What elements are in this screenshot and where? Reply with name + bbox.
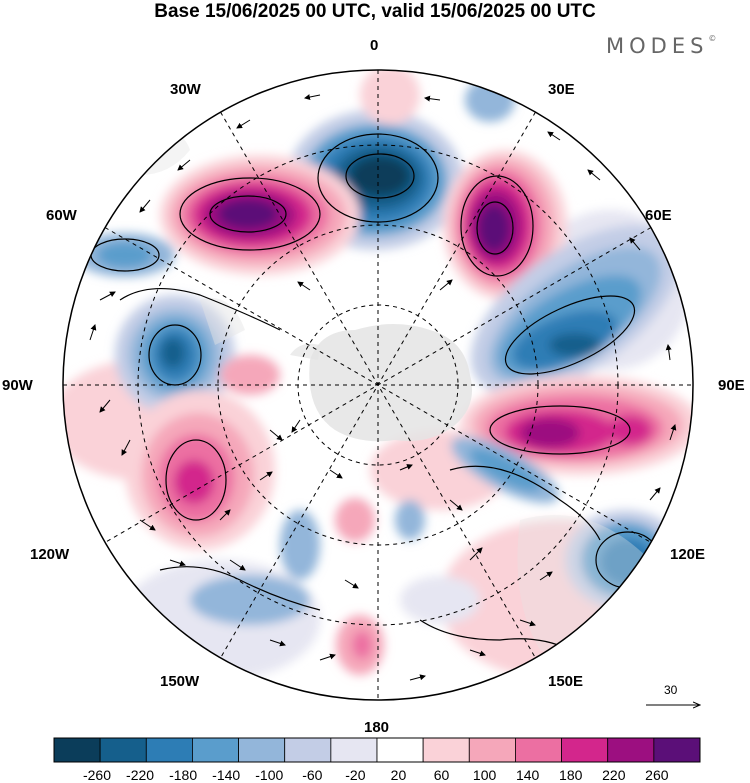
colorbar-cell <box>422 737 470 763</box>
colorbar-tick-label: -260 <box>82 767 112 783</box>
map-boundary <box>62 69 694 701</box>
brand-mark: © <box>708 34 717 43</box>
colorbar-tick-label: 180 <box>559 767 583 783</box>
vector-scale-label: 30 <box>664 683 678 697</box>
graticule <box>63 70 693 700</box>
brand-text: MODES <box>606 34 709 58</box>
colorbar-cell <box>53 737 101 763</box>
colorbar-cell <box>468 737 516 763</box>
colorbar-cell <box>376 737 424 763</box>
modes-logo: MODES© <box>606 34 716 58</box>
colorbar-tick-label: 60 <box>433 767 450 783</box>
lon-label-90e: 90E <box>718 377 745 394</box>
colorbar-tick-label: -180 <box>169 767 198 783</box>
colorbar-tick-label: -60 <box>302 767 323 783</box>
map-title: Base 15/06/2025 00 UTC, valid 15/06/2025… <box>154 1 596 22</box>
lon-label-60e: 60E <box>645 207 672 224</box>
lon-label-30e: 30E <box>548 81 575 98</box>
colorbar-tick-label: 260 <box>645 767 669 783</box>
colorbar-cell <box>515 737 562 763</box>
colorbar-tick-label: -20 <box>345 767 366 783</box>
lon-label-120w: 120W <box>30 546 70 563</box>
colorbar-cell <box>145 737 193 763</box>
lon-label-150w: 150W <box>160 673 200 690</box>
colorbar-tick-label: -100 <box>255 767 284 783</box>
colorbar-tick-label: 220 <box>602 767 626 783</box>
colorbar-tick-label: -220 <box>126 767 155 783</box>
polar-map <box>62 69 694 701</box>
colorbar-tick-label: 20 <box>390 767 407 783</box>
lon-label-60w: 60W <box>46 207 77 224</box>
lon-label-180: 180 <box>364 719 390 736</box>
colorbar-tick-label: -140 <box>212 767 241 783</box>
colorbar-cell <box>99 737 147 763</box>
colorbar-cell <box>330 737 378 763</box>
colorbar-tick-label: 140 <box>515 767 540 783</box>
colorbar-cell <box>653 737 701 763</box>
lon-label-90w: 90W <box>2 377 33 394</box>
colorbar <box>53 737 701 763</box>
lon-label-150e: 150E <box>548 673 584 690</box>
colorbar-cell <box>192 737 239 763</box>
lon-label-120e: 120E <box>670 546 706 563</box>
lon-label-30w: 30W <box>170 81 201 98</box>
colorbar-cell <box>284 737 332 763</box>
colorbar-cell <box>607 737 655 763</box>
wind-vectors <box>89 94 677 681</box>
colorbar-cell <box>561 737 609 763</box>
colorbar-cell <box>238 737 286 763</box>
lon-label-0: 0 <box>370 37 379 54</box>
colorbar-tick-label: 100 <box>472 767 497 783</box>
vector-scale-arrow <box>646 698 705 712</box>
